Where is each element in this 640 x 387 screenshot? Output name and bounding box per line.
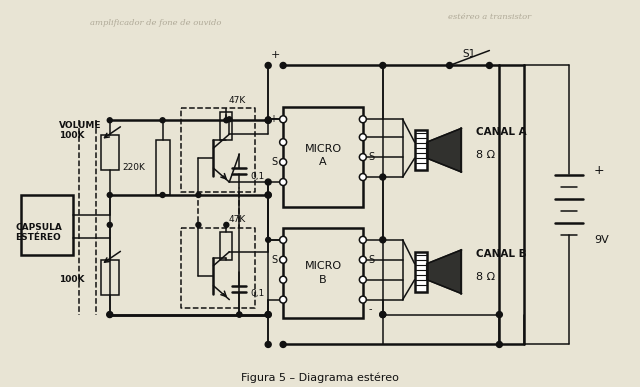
Text: S1: S1: [463, 48, 476, 58]
Circle shape: [380, 312, 386, 318]
Text: 100K: 100K: [59, 131, 84, 140]
Text: 0,1: 0,1: [250, 289, 264, 298]
Circle shape: [380, 312, 386, 318]
Circle shape: [224, 223, 229, 228]
Bar: [220, 112, 232, 140]
Circle shape: [108, 312, 112, 317]
Text: CANAL A: CANAL A: [476, 127, 527, 137]
Circle shape: [108, 118, 112, 123]
Text: S: S: [271, 255, 277, 265]
Bar: [415, 130, 427, 170]
Circle shape: [266, 117, 271, 122]
Text: -: -: [369, 305, 372, 315]
Circle shape: [280, 341, 286, 348]
Circle shape: [265, 179, 271, 185]
Bar: [156, 140, 170, 195]
Text: 100K: 100K: [59, 275, 84, 284]
Circle shape: [380, 62, 386, 68]
Circle shape: [196, 192, 201, 197]
Text: 9V: 9V: [594, 235, 609, 245]
Bar: [415, 252, 427, 292]
Text: S: S: [369, 152, 375, 162]
Text: MICRO: MICRO: [305, 261, 342, 271]
Bar: [220, 232, 232, 260]
Polygon shape: [427, 128, 461, 172]
Circle shape: [280, 116, 287, 123]
Circle shape: [227, 117, 232, 122]
Circle shape: [196, 223, 201, 228]
Circle shape: [359, 296, 366, 303]
Text: ESTÉREO: ESTÉREO: [15, 233, 61, 242]
Text: 47K: 47K: [228, 216, 246, 224]
Circle shape: [380, 237, 386, 243]
Circle shape: [108, 223, 112, 228]
Text: +: +: [594, 164, 605, 176]
Circle shape: [497, 341, 502, 348]
Circle shape: [160, 118, 165, 123]
Circle shape: [447, 62, 452, 68]
Text: 0,1: 0,1: [250, 171, 264, 181]
Circle shape: [359, 174, 366, 181]
Text: CAPSULA: CAPSULA: [15, 223, 62, 232]
Circle shape: [497, 312, 502, 318]
Circle shape: [280, 296, 287, 303]
Circle shape: [266, 237, 271, 242]
Circle shape: [265, 192, 271, 198]
Text: 220K: 220K: [123, 163, 146, 172]
Circle shape: [160, 192, 165, 197]
Circle shape: [237, 312, 242, 317]
Circle shape: [265, 117, 271, 123]
Text: +: +: [271, 50, 280, 60]
Circle shape: [265, 62, 271, 68]
Circle shape: [359, 134, 366, 141]
Circle shape: [280, 159, 287, 166]
Text: 8 Ω: 8 Ω: [476, 272, 495, 282]
Circle shape: [380, 174, 386, 180]
Circle shape: [265, 117, 271, 123]
Text: VOLUME: VOLUME: [59, 121, 102, 130]
Circle shape: [359, 256, 366, 263]
Text: amplificador de fone de ouvido: amplificador de fone de ouvido: [90, 19, 221, 27]
Circle shape: [280, 276, 287, 283]
Circle shape: [265, 312, 271, 318]
Circle shape: [280, 178, 287, 185]
Text: +: +: [269, 114, 277, 124]
Bar: [100, 260, 119, 295]
Text: B: B: [319, 275, 327, 285]
Circle shape: [359, 154, 366, 161]
Text: S: S: [271, 157, 277, 167]
Text: 47K: 47K: [228, 96, 246, 105]
Text: estéreo a transistor: estéreo a transistor: [448, 13, 531, 21]
Circle shape: [265, 192, 271, 198]
Polygon shape: [427, 250, 461, 294]
Text: MICRO: MICRO: [305, 144, 342, 154]
Circle shape: [359, 116, 366, 123]
Circle shape: [359, 236, 366, 243]
Circle shape: [280, 256, 287, 263]
Circle shape: [237, 312, 242, 317]
Bar: [283, 228, 363, 318]
Circle shape: [280, 62, 286, 68]
Circle shape: [107, 312, 113, 318]
Bar: [100, 135, 119, 170]
Circle shape: [265, 312, 271, 318]
Text: CANAL B: CANAL B: [476, 249, 527, 259]
Text: A: A: [319, 157, 327, 167]
Circle shape: [486, 62, 492, 68]
Text: S: S: [369, 255, 375, 265]
Circle shape: [280, 236, 287, 243]
Circle shape: [265, 341, 271, 348]
Circle shape: [224, 118, 229, 123]
Circle shape: [280, 139, 287, 146]
Circle shape: [108, 192, 112, 197]
Circle shape: [359, 276, 366, 283]
Text: 8 Ω: 8 Ω: [476, 150, 495, 160]
Bar: [283, 107, 363, 207]
Bar: [21, 195, 73, 255]
Text: Figura 5 – Diagrama estéreo: Figura 5 – Diagrama estéreo: [241, 372, 399, 383]
